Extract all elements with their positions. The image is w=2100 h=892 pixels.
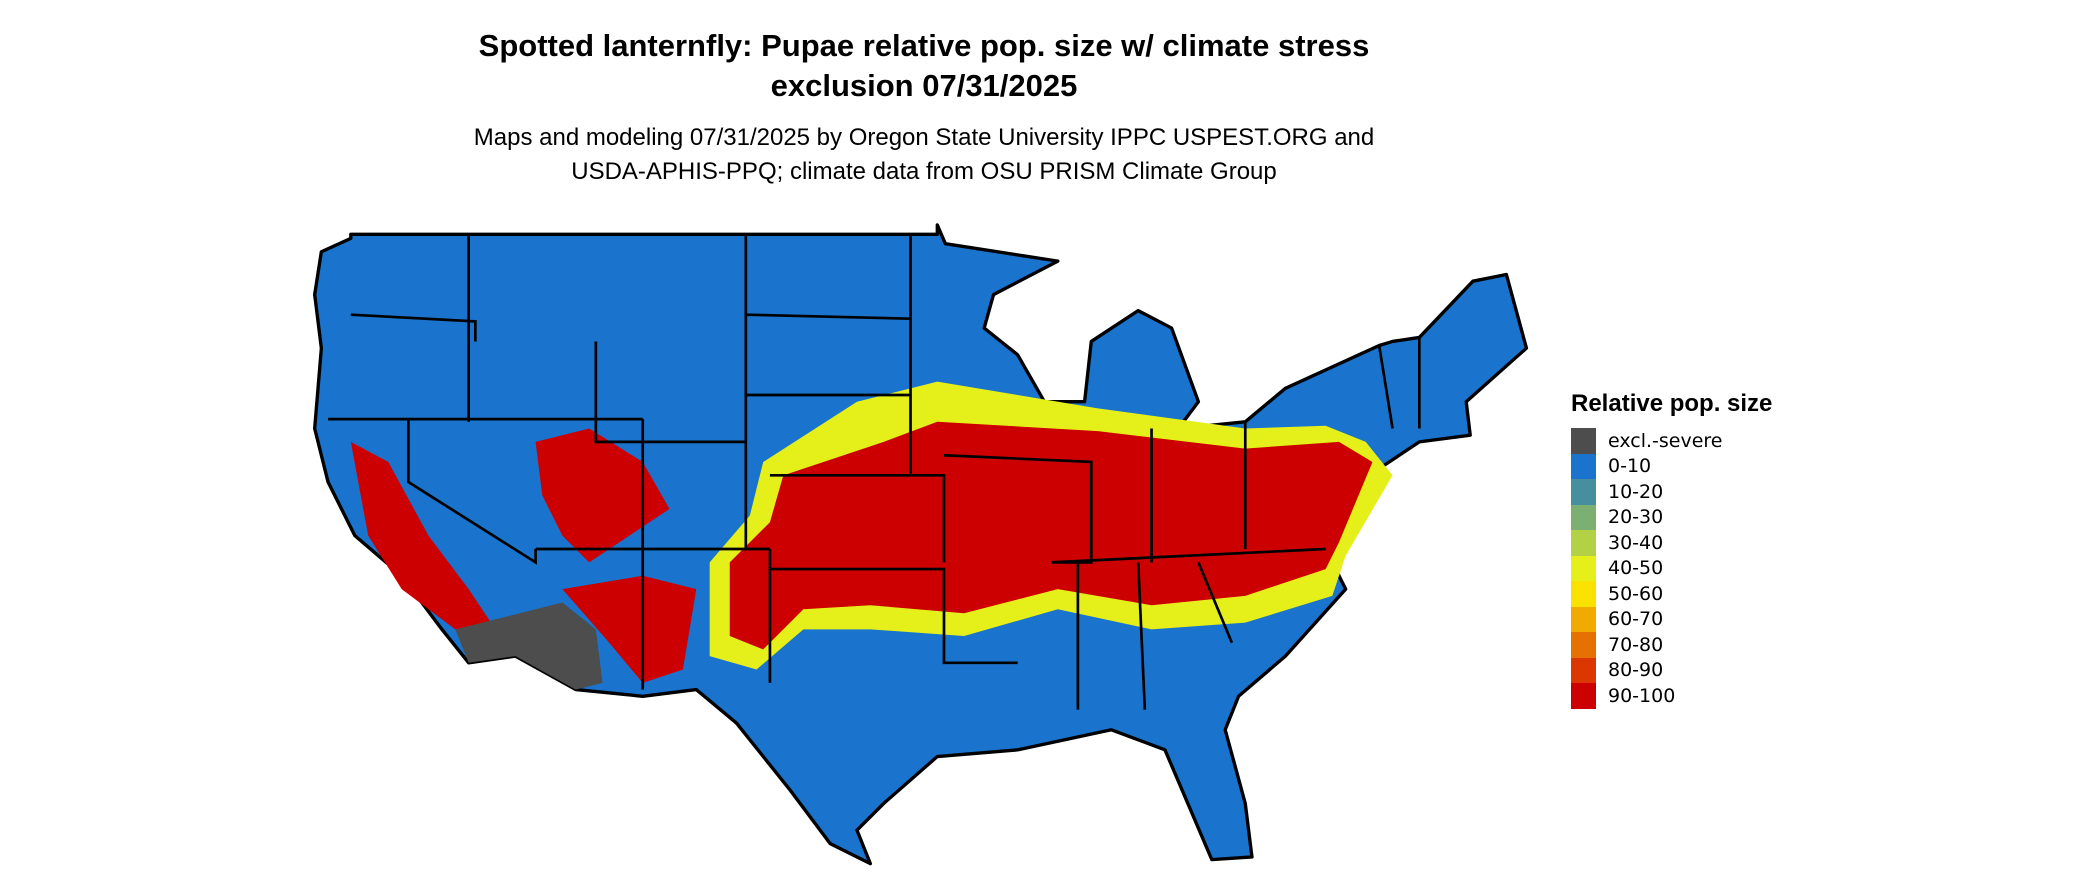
legend-swatch xyxy=(1571,530,1596,556)
legend: Relative pop. size excl.-severe 0-10 10-20… xyxy=(1571,390,1772,709)
legend-item: 40-50 xyxy=(1571,555,1772,581)
legend-swatch xyxy=(1571,504,1596,530)
legend-item: 10-20 xyxy=(1571,479,1772,505)
exclusion-zone xyxy=(455,602,603,690)
legend-label: 50-60 xyxy=(1608,582,1664,605)
legend-label: excl.-severe xyxy=(1608,429,1723,452)
legend-swatch xyxy=(1571,683,1596,709)
legend-label: 20-30 xyxy=(1608,506,1664,529)
legend-item: 90-100 xyxy=(1571,683,1772,709)
legend-item: 20-30 xyxy=(1571,504,1772,530)
legend-item: 60-70 xyxy=(1571,606,1772,632)
legend-item: 80-90 xyxy=(1571,657,1772,683)
legend-label: 60-70 xyxy=(1608,608,1664,631)
legend-swatch xyxy=(1571,581,1596,607)
legend-item: 70-80 xyxy=(1571,632,1772,658)
legend-swatch xyxy=(1571,428,1596,454)
legend-label: 30-40 xyxy=(1608,531,1664,554)
legend-title: Relative pop. size xyxy=(1571,390,1773,417)
california-hot-zone xyxy=(350,441,496,630)
legend-label: 0-10 xyxy=(1608,455,1652,478)
subtitle-line2: USDA-APHIS-PPQ; climate data from OSU PR… xyxy=(571,158,1277,185)
legend-item: excl.-severe xyxy=(1571,428,1772,454)
legend-item: 30-40 xyxy=(1571,530,1772,556)
map-title-line2: exclusion 07/31/2025 xyxy=(770,68,1078,103)
legend-label: 90-100 xyxy=(1608,684,1676,707)
legend-label: 40-50 xyxy=(1608,557,1664,580)
legend-item: 50-60 xyxy=(1571,581,1772,607)
legend-label: 70-80 xyxy=(1608,633,1664,656)
legend-swatch xyxy=(1571,479,1596,505)
legend-swatch xyxy=(1571,632,1596,658)
legend-item: 0-10 xyxy=(1571,453,1772,479)
southwest-hot-zone xyxy=(535,428,697,683)
legend-swatch xyxy=(1571,555,1596,581)
subtitle-line1: Maps and modeling 07/31/2025 by Oregon S… xyxy=(473,124,1375,151)
legend-swatch xyxy=(1571,606,1596,632)
legend-label: 80-90 xyxy=(1608,659,1664,682)
state-borders xyxy=(328,234,1421,710)
map-title-line1: Spotted lanternfly: Pupae relative pop. … xyxy=(478,28,1370,63)
legend-swatch xyxy=(1571,453,1596,479)
legend-label: 10-20 xyxy=(1608,480,1664,503)
legend-swatch xyxy=(1571,657,1596,683)
